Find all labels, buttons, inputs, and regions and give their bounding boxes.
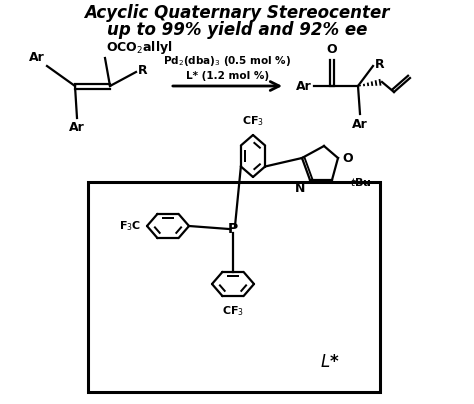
Text: R: R <box>138 63 147 76</box>
Text: O: O <box>327 43 337 56</box>
Text: F$_3$C: F$_3$C <box>118 219 141 233</box>
Text: CF$_3$: CF$_3$ <box>222 304 244 318</box>
Text: OCO$_2$allyl: OCO$_2$allyl <box>106 39 173 56</box>
Text: Pd$_2$(dba)$_3$ (0.5 mol %): Pd$_2$(dba)$_3$ (0.5 mol %) <box>164 54 292 68</box>
Text: Ar: Ar <box>296 80 312 93</box>
Text: P: P <box>228 222 238 236</box>
Text: Ar: Ar <box>29 51 45 64</box>
Text: Ar: Ar <box>352 118 368 131</box>
Text: O: O <box>342 152 353 164</box>
Text: L* (1.2 mol %): L* (1.2 mol %) <box>186 71 269 81</box>
Text: N: N <box>295 182 305 195</box>
Text: Acyclic Quaternary Stereocenter: Acyclic Quaternary Stereocenter <box>84 4 390 22</box>
Text: CF$_3$: CF$_3$ <box>242 114 264 128</box>
Text: $L$*: $L$* <box>320 353 340 371</box>
Text: up to 99% yield and 92% ee: up to 99% yield and 92% ee <box>107 21 367 39</box>
Text: $t$Bu: $t$Bu <box>350 176 372 188</box>
Text: R: R <box>375 57 384 71</box>
Bar <box>88 182 380 392</box>
Text: Ar: Ar <box>69 121 85 134</box>
